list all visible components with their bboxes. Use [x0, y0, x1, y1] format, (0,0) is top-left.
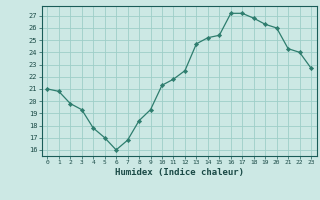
- X-axis label: Humidex (Indice chaleur): Humidex (Indice chaleur): [115, 168, 244, 177]
